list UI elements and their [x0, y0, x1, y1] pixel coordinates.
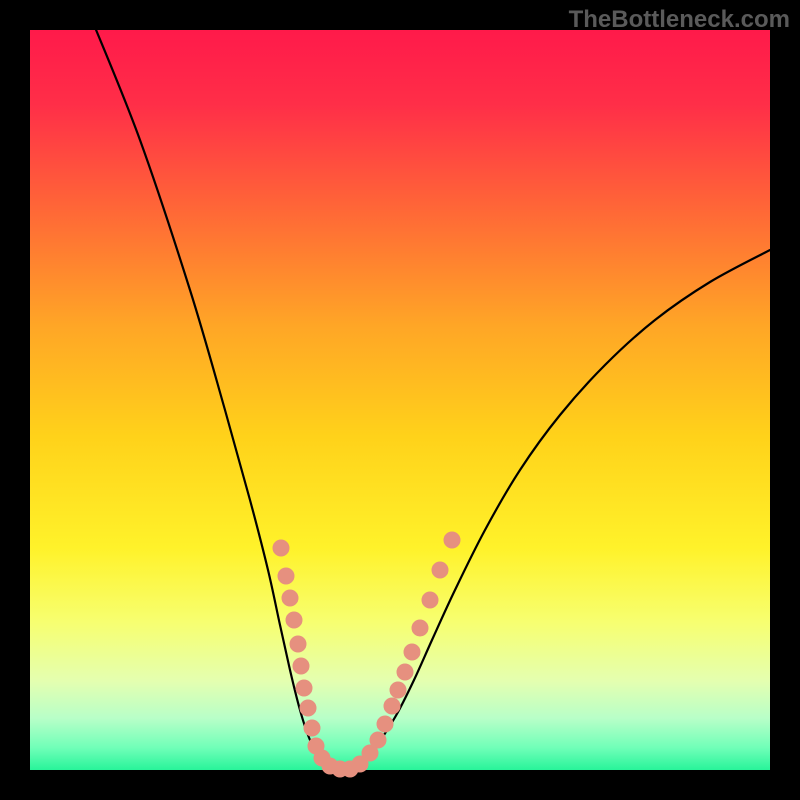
marker-point — [444, 532, 460, 548]
marker-point — [370, 732, 386, 748]
marker-point — [412, 620, 428, 636]
marker-point — [293, 658, 309, 674]
marker-point — [300, 700, 316, 716]
marker-point — [304, 720, 320, 736]
marker-point — [432, 562, 448, 578]
marker-point — [397, 664, 413, 680]
marker-point — [290, 636, 306, 652]
marker-point — [377, 716, 393, 732]
bottleneck-chart — [0, 0, 800, 800]
marker-point — [390, 682, 406, 698]
marker-point — [296, 680, 312, 696]
marker-point — [422, 592, 438, 608]
marker-point — [404, 644, 420, 660]
watermark-text: TheBottleneck.com — [569, 6, 790, 34]
marker-point — [384, 698, 400, 714]
marker-point — [282, 590, 298, 606]
marker-point — [286, 612, 302, 628]
marker-point — [278, 568, 294, 584]
marker-point — [273, 540, 289, 556]
